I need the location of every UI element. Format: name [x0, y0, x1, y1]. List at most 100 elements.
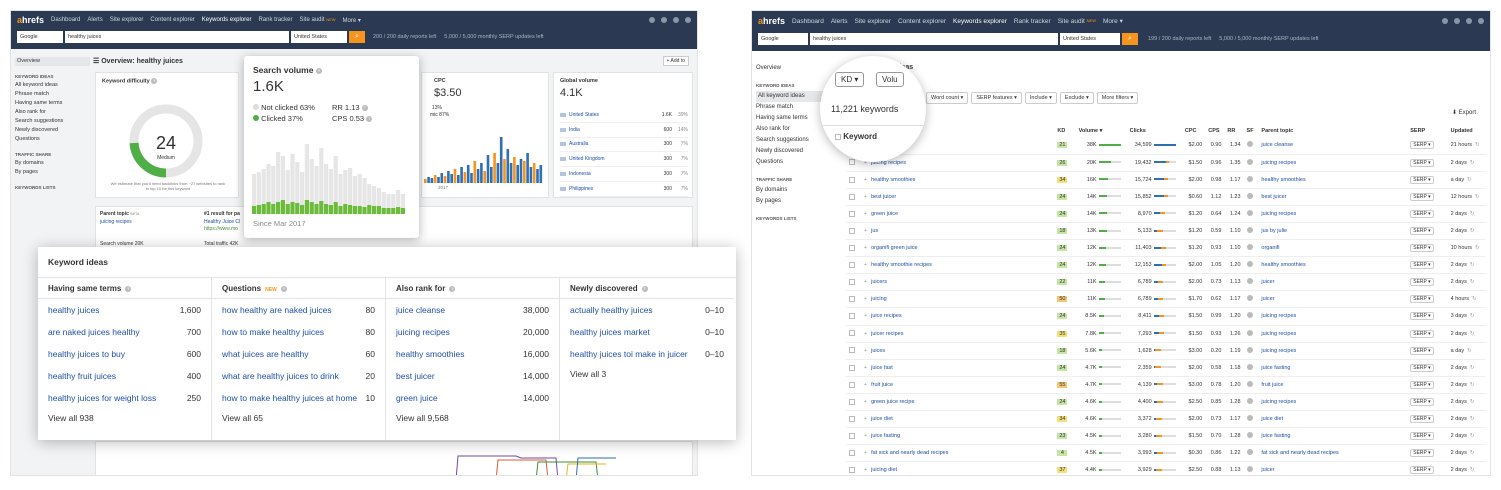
ideas-keyword-link[interactable]: healthy smoothies — [396, 349, 465, 359]
add-icon[interactable]: + — [863, 450, 868, 457]
add-icon[interactable]: + — [863, 416, 868, 423]
serp-feature-icon[interactable] — [1246, 397, 1253, 404]
refresh-icon[interactable]: ↻ — [1471, 296, 1477, 303]
sidebar-item[interactable]: Search suggestions — [756, 137, 809, 143]
sidebar-item[interactable]: Questions — [756, 159, 784, 165]
refresh-icon[interactable]: ↻ — [1469, 416, 1475, 423]
menu-icon[interactable]: ☰ — [93, 58, 100, 65]
nav-rank-tracker[interactable]: Rank tracker — [258, 17, 293, 23]
serp-button[interactable]: SERP ▾ — [1410, 192, 1434, 201]
nav-site-audit[interactable]: Site audit NEW — [299, 17, 336, 23]
keyword-column-header[interactable]: Keyword — [835, 132, 877, 141]
parent-topic-link[interactable]: juice fasting — [1258, 359, 1408, 377]
help-icon[interactable]: ? — [151, 78, 158, 84]
serp-button[interactable]: SERP ▾ — [1410, 227, 1434, 236]
serp-button[interactable]: SERP ▾ — [1410, 346, 1434, 355]
serp-feature-icon[interactable] — [1246, 380, 1253, 387]
sidebar-item[interactable]: By pages — [15, 169, 38, 175]
refresh-icon[interactable]: ↻ — [1467, 176, 1472, 183]
keyword-link[interactable]: juicing — [871, 296, 887, 303]
row-checkbox[interactable] — [849, 193, 855, 200]
parent-topic-link[interactable]: juicing recipes — [1258, 325, 1408, 343]
ideas-keyword-link[interactable]: healthy juices to buy — [48, 349, 126, 359]
add-icon[interactable]: + — [863, 347, 868, 354]
nav-keywords-explorer[interactable]: Keywords explorer — [953, 17, 1007, 25]
sidebar-item[interactable]: Having same terms — [756, 115, 808, 121]
refresh-icon[interactable]: ↻ — [1469, 364, 1475, 371]
serp-feature-icon[interactable] — [1246, 209, 1253, 216]
country-name[interactable]: Australia — [569, 141, 589, 148]
parent-topic-link[interactable]: juicing recipes — [1258, 307, 1408, 326]
serp-button[interactable]: SERP ▾ — [1410, 380, 1434, 389]
row-checkbox[interactable] — [849, 261, 855, 268]
refresh-icon[interactable]: ↻ — [1467, 347, 1472, 354]
country-name[interactable]: Philippines — [569, 185, 594, 192]
serp-button[interactable]: SERP ▾ — [1410, 244, 1434, 253]
filter-serp-features[interactable]: SERP features ▾ — [971, 92, 1022, 104]
nav-more[interactable]: More ▾ — [1102, 18, 1123, 25]
engine-select[interactable]: Google — [17, 31, 63, 43]
refresh-icon[interactable]: ↻ — [1469, 279, 1475, 286]
nav-more[interactable]: More ▾ — [342, 17, 361, 24]
row-checkbox[interactable] — [849, 313, 855, 320]
sidebar-item[interactable]: By domains — [756, 187, 788, 193]
nav-content-explorer[interactable]: Content explorer — [150, 17, 195, 23]
sidebar-item[interactable]: Newly discovered — [15, 127, 59, 133]
ideas-keyword-link[interactable]: healthy juices for weight loss — [48, 393, 157, 403]
ideas-keyword-link[interactable]: how to make healthy juices — [222, 327, 325, 337]
serp-button[interactable]: SERP ▾ — [1410, 175, 1434, 184]
sidebar-item[interactable]: All keyword ideas — [756, 91, 836, 102]
keyword-link[interactable]: fat sick and nearly dead recipes — [871, 450, 949, 457]
row-checkbox[interactable] — [849, 210, 855, 217]
keyword-link[interactable]: organifi green juice — [871, 245, 918, 252]
nav-site-explorer[interactable]: Site explorer — [109, 17, 144, 23]
col-header[interactable]: CPS — [1208, 128, 1220, 134]
parent-topic-link[interactable]: juice fasting — [1258, 427, 1408, 446]
parent-topic-link[interactable]: healthy smoothies — [1258, 171, 1408, 189]
help-icon[interactable]: ? — [280, 285, 287, 292]
parent-topic-link[interactable]: organifi — [1258, 239, 1408, 258]
filter-more[interactable]: More filters ▾ — [1096, 92, 1139, 104]
col-header[interactable]: Parent topic — [1261, 128, 1294, 134]
add-icon[interactable]: + — [863, 313, 868, 320]
add-icon[interactable]: + — [863, 330, 868, 337]
keyword-link[interactable]: juice fast — [871, 364, 893, 371]
nav-dashboard[interactable]: Dashboard — [792, 17, 824, 25]
keyword-link[interactable]: juice fasting — [871, 433, 901, 440]
sidebar-item[interactable]: By domains — [15, 160, 44, 166]
refresh-icon[interactable]: ↻ — [1469, 398, 1475, 405]
serp-button[interactable]: SERP ▾ — [1410, 141, 1434, 150]
refresh-icon[interactable]: ↻ — [1469, 262, 1475, 269]
ideas-keyword-link[interactable]: healthy juices market — [570, 327, 650, 337]
col-header[interactable]: RR — [1227, 128, 1236, 134]
serp-feature-icon[interactable] — [1246, 466, 1253, 473]
filter-word-count[interactable]: Word count ▾ — [926, 92, 969, 104]
row-checkbox[interactable] — [849, 398, 855, 405]
ideas-keyword-link[interactable]: juice cleanse — [396, 305, 446, 315]
parent-topic-link[interactable]: juicing recipes — [1258, 205, 1408, 223]
ideas-keyword-link[interactable]: what juices are healthy — [222, 349, 309, 359]
row-checkbox[interactable] — [849, 381, 855, 388]
serp-feature-icon[interactable] — [1246, 158, 1253, 165]
engine-select[interactable]: Google — [758, 33, 808, 45]
parent-topic-link[interactable]: juicer — [1258, 290, 1408, 309]
row-checkbox[interactable] — [849, 347, 855, 354]
ideas-keyword-link[interactable]: what are healthy juices to drink — [222, 371, 339, 381]
serp-button[interactable]: SERP ▾ — [1410, 312, 1434, 321]
add-icon[interactable]: + — [863, 398, 868, 405]
refresh-icon[interactable]: ↻ — [1469, 433, 1475, 440]
ideas-keyword-link[interactable]: healthy juices — [48, 305, 100, 315]
search-button[interactable]: ⌕ — [1122, 33, 1138, 45]
refresh-icon[interactable]: ↻ — [1469, 210, 1475, 217]
nav-site-explorer[interactable]: Site explorer — [854, 17, 891, 25]
add-to-button[interactable]: + Add to — [662, 56, 689, 66]
help-icon[interactable]: ? — [125, 285, 132, 292]
ideas-keyword-link[interactable]: how to make healthy juices at home — [222, 393, 358, 403]
keyword-link[interactable]: juicer recipes — [871, 330, 904, 337]
ideas-keyword-link[interactable]: healthy fruit juices — [48, 371, 117, 381]
ideas-keyword-link[interactable]: best juicer — [396, 371, 435, 381]
refresh-icon[interactable]: ↻ — [1475, 142, 1480, 149]
filter-exclude[interactable]: Exclude ▾ — [1059, 92, 1094, 104]
notifications-icon[interactable] — [673, 17, 679, 23]
settings-icon[interactable] — [1454, 18, 1460, 24]
